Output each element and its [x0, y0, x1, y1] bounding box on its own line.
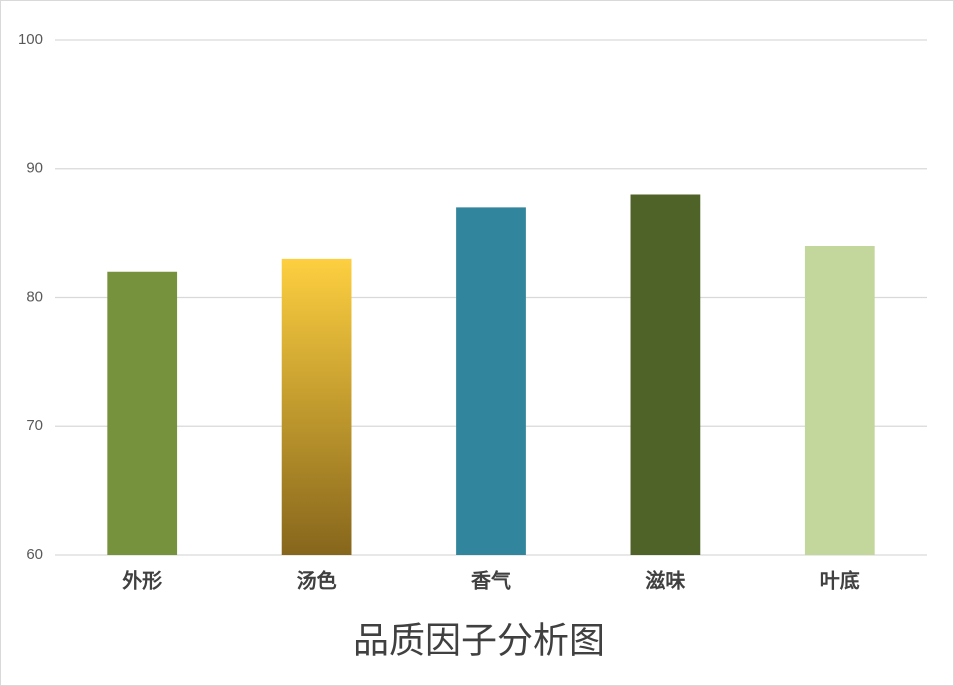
bar: [804, 246, 875, 555]
y-tick-label: 90: [26, 160, 43, 177]
x-tick-label: 叶底: [820, 569, 860, 593]
y-tick-label: 70: [26, 417, 43, 434]
y-tick-label: 60: [26, 546, 43, 563]
x-tick-label: 汤色: [297, 569, 337, 593]
x-tick-label: 滋味: [645, 569, 685, 593]
x-tick-label: 外形: [122, 569, 162, 593]
bar: [281, 258, 352, 555]
x-tick-label: 香气: [471, 569, 511, 593]
bar: [456, 207, 526, 555]
bar: [107, 271, 178, 555]
y-tick-label: 100: [18, 31, 43, 48]
y-tick-label: 80: [26, 288, 43, 305]
chart-title: 品质因子分析图: [353, 620, 605, 660]
bar: [630, 194, 701, 555]
